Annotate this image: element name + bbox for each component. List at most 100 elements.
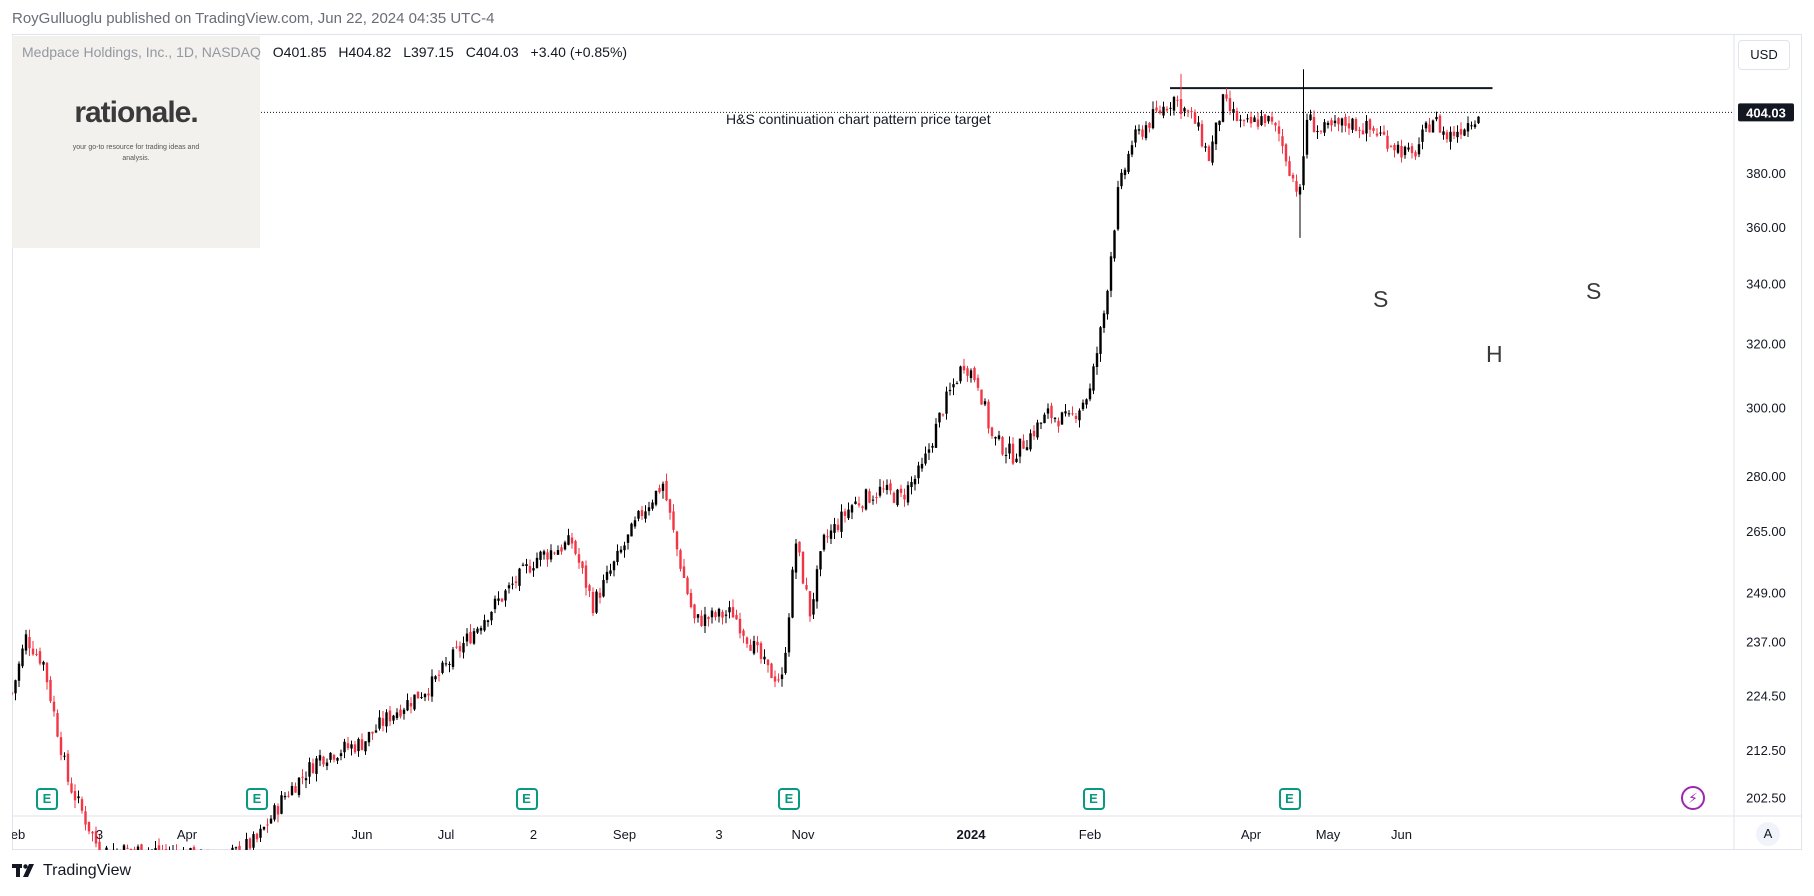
- candle[interactable]: [504, 588, 507, 607]
- candle[interactable]: [500, 598, 504, 603]
- candle[interactable]: [990, 426, 994, 439]
- candle[interactable]: [430, 669, 434, 702]
- candle[interactable]: [749, 639, 752, 651]
- candle[interactable]: [728, 600, 731, 619]
- candle[interactable]: [45, 662, 49, 690]
- candle[interactable]: [560, 544, 563, 555]
- candle[interactable]: [231, 844, 234, 850]
- candle[interactable]: [787, 613, 791, 657]
- candle[interactable]: [1018, 438, 1022, 464]
- candle[interactable]: [17, 661, 21, 687]
- candle[interactable]: [878, 479, 882, 498]
- candle[interactable]: [1032, 425, 1036, 440]
- candle[interactable]: [546, 549, 549, 567]
- candle[interactable]: [1067, 410, 1071, 417]
- candle[interactable]: [567, 528, 570, 546]
- candle[interactable]: [1249, 111, 1253, 128]
- candle[interactable]: [843, 508, 847, 523]
- candle[interactable]: [948, 382, 952, 396]
- candle[interactable]: [605, 565, 609, 584]
- candle[interactable]: [829, 524, 833, 545]
- candle[interactable]: [591, 587, 595, 616]
- candle[interactable]: [1085, 398, 1088, 409]
- candle[interactable]: [458, 641, 462, 658]
- candle[interactable]: [423, 693, 427, 702]
- candle[interactable]: [553, 551, 556, 555]
- candle[interactable]: [66, 750, 70, 786]
- candle[interactable]: [735, 609, 738, 620]
- candle[interactable]: [472, 628, 476, 645]
- candle[interactable]: [1288, 156, 1291, 177]
- candle[interactable]: [1074, 412, 1078, 423]
- candle[interactable]: [630, 522, 633, 537]
- candle[interactable]: [105, 845, 108, 850]
- candle[interactable]: [24, 629, 28, 655]
- candle[interactable]: [87, 821, 91, 835]
- target-annotation[interactable]: H&S continuation chart pattern price tar…: [726, 111, 991, 127]
- candle[interactable]: [175, 844, 177, 850]
- candle[interactable]: [1036, 419, 1039, 440]
- candle[interactable]: [808, 591, 812, 622]
- candle[interactable]: [346, 737, 350, 751]
- candle[interactable]: [332, 753, 336, 763]
- candle[interactable]: [581, 560, 584, 574]
- candle[interactable]: [1092, 363, 1095, 395]
- candle[interactable]: [1148, 121, 1151, 133]
- candle[interactable]: [1088, 383, 1092, 402]
- candle[interactable]: [172, 844, 174, 850]
- candle[interactable]: [896, 488, 899, 507]
- candle[interactable]: [1256, 112, 1260, 130]
- candle[interactable]: [1354, 117, 1358, 132]
- candle[interactable]: [1379, 126, 1382, 136]
- candle[interactable]: [1281, 129, 1284, 154]
- candle[interactable]: [885, 479, 889, 495]
- candle[interactable]: [588, 583, 591, 598]
- candle[interactable]: [252, 831, 255, 850]
- candle[interactable]: [402, 707, 406, 720]
- candle[interactable]: [297, 777, 301, 798]
- candle[interactable]: [616, 544, 619, 566]
- candle[interactable]: [745, 636, 749, 648]
- candle[interactable]: [161, 844, 163, 850]
- candle[interactable]: [689, 588, 693, 609]
- candle[interactable]: [980, 389, 983, 405]
- candle[interactable]: [1158, 105, 1162, 115]
- candle[interactable]: [462, 636, 465, 659]
- candle[interactable]: [1410, 143, 1414, 159]
- candle[interactable]: [1183, 106, 1186, 117]
- candle[interactable]: [1130, 140, 1134, 158]
- earnings-e-icon[interactable]: E: [246, 788, 268, 810]
- candle[interactable]: [514, 575, 518, 589]
- candle[interactable]: [98, 834, 101, 850]
- candle[interactable]: [1228, 90, 1232, 115]
- candle[interactable]: [1221, 93, 1225, 123]
- candle[interactable]: [164, 844, 168, 850]
- candle[interactable]: [819, 551, 822, 577]
- earnings-e-icon[interactable]: E: [778, 788, 800, 810]
- candle[interactable]: [770, 662, 773, 679]
- candle[interactable]: [1368, 118, 1372, 137]
- candle[interactable]: [920, 457, 924, 472]
- candle[interactable]: [724, 610, 728, 624]
- candle[interactable]: [1200, 120, 1204, 148]
- candle[interactable]: [927, 443, 931, 461]
- candle[interactable]: [1207, 144, 1211, 162]
- candle[interactable]: [619, 546, 623, 554]
- candle[interactable]: [336, 757, 339, 765]
- candle[interactable]: [1120, 169, 1123, 190]
- candle[interactable]: [1015, 453, 1018, 463]
- candle[interactable]: [280, 790, 283, 815]
- candle[interactable]: [483, 614, 486, 632]
- candle[interactable]: [129, 848, 133, 850]
- candle[interactable]: [532, 561, 535, 577]
- candle[interactable]: [549, 544, 553, 563]
- candle[interactable]: [1151, 101, 1155, 130]
- candle[interactable]: [836, 518, 840, 533]
- candle[interactable]: [574, 539, 577, 556]
- candle[interactable]: [1330, 117, 1333, 132]
- candle[interactable]: [882, 480, 885, 493]
- candle[interactable]: [385, 709, 388, 733]
- candle[interactable]: [1316, 125, 1319, 139]
- candle[interactable]: [1155, 100, 1158, 113]
- candle[interactable]: [1400, 139, 1403, 163]
